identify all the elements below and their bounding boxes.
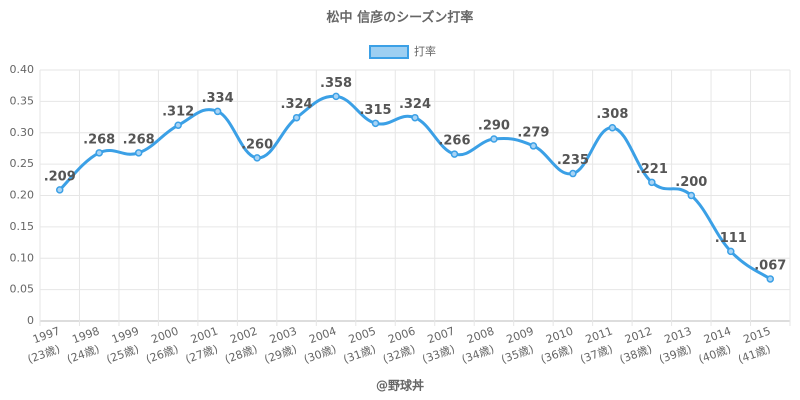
data-point xyxy=(687,191,696,200)
data-point xyxy=(213,107,222,116)
x-tick-sublabel: (29歳) xyxy=(263,342,299,366)
value-label: .308 xyxy=(596,107,628,122)
y-tick-label: 0.15 xyxy=(10,220,35,233)
x-tick-sublabel: (24歳) xyxy=(65,342,101,366)
data-point xyxy=(411,113,419,122)
data-point xyxy=(529,142,538,150)
value-label: .268 xyxy=(83,132,115,147)
y-tick-label: 0.05 xyxy=(10,283,35,296)
x-tick-sublabel: (30歳) xyxy=(302,342,338,366)
x-tick-sublabel: (35歳) xyxy=(499,342,535,366)
y-tick-label: 0.10 xyxy=(10,251,35,264)
series-line xyxy=(58,94,772,281)
value-label: .111 xyxy=(715,231,747,246)
value-label: .358 xyxy=(320,76,352,91)
y-tick-label: 0.35 xyxy=(10,94,35,107)
x-tick-sublabel: (40歳) xyxy=(697,342,733,366)
value-label: .200 xyxy=(675,175,707,190)
value-label: .324 xyxy=(399,97,431,112)
data-point xyxy=(450,150,459,158)
value-label: .290 xyxy=(478,119,510,134)
data-point xyxy=(608,123,617,132)
data-point xyxy=(648,178,656,187)
data-point xyxy=(371,119,380,128)
data-point xyxy=(766,275,775,283)
value-label: .209 xyxy=(44,169,76,184)
legend-label: 打率 xyxy=(414,44,436,58)
data-point xyxy=(727,247,735,256)
y-tick-label: 0.25 xyxy=(10,157,35,170)
x-tick-sublabel: (31歳) xyxy=(342,342,378,366)
value-label: .266 xyxy=(438,134,470,149)
value-label: .268 xyxy=(123,132,155,147)
value-label: .334 xyxy=(202,91,234,106)
y-tick-label: 0.40 xyxy=(10,63,35,76)
x-tick-sublabel: (36歳) xyxy=(539,342,575,366)
y-tick-label: 0.20 xyxy=(10,189,35,202)
x-tick-sublabel: (41歳) xyxy=(736,342,772,366)
x-tick-sublabel: (27歳) xyxy=(184,342,220,366)
value-label: .315 xyxy=(359,103,391,118)
y-tick-label: 0.30 xyxy=(10,126,35,139)
chart-title: 松中 信彦のシーズン打率 xyxy=(327,10,474,26)
x-tick-sublabel: (38歳) xyxy=(618,342,654,366)
value-label: .067 xyxy=(754,258,786,273)
data-point xyxy=(95,149,103,157)
value-label: .312 xyxy=(162,105,194,120)
value-label: .260 xyxy=(241,137,273,152)
legend-swatch xyxy=(369,45,409,59)
x-tick-sublabel: (32歳) xyxy=(381,342,417,366)
x-tick-sublabel: (25歳) xyxy=(105,342,141,366)
value-label: .221 xyxy=(636,162,668,177)
x-tick-sublabel: (28歳) xyxy=(223,342,259,366)
data-point xyxy=(332,92,340,101)
footer: @野球丼 xyxy=(376,378,424,393)
x-tick-sublabel: (37歳) xyxy=(578,342,614,366)
x-tick-sublabel: (23歳) xyxy=(26,342,62,366)
x-tick-sublabel: (34歳) xyxy=(460,342,496,366)
x-tick-sublabel: (26歳) xyxy=(144,342,180,366)
data-point xyxy=(174,121,182,129)
value-label: .324 xyxy=(281,97,313,112)
data-point xyxy=(134,149,143,157)
y-tick-label: 0 xyxy=(27,314,34,327)
x-tick-sublabel: (39歳) xyxy=(657,342,693,366)
x-tick-sublabel: (33歳) xyxy=(421,342,457,366)
data-point xyxy=(569,169,577,178)
data-point xyxy=(253,154,261,162)
data-point xyxy=(55,186,64,194)
value-label: .279 xyxy=(517,125,549,140)
data-point xyxy=(490,135,498,143)
data-point xyxy=(292,113,301,122)
value-label: .235 xyxy=(557,153,589,168)
